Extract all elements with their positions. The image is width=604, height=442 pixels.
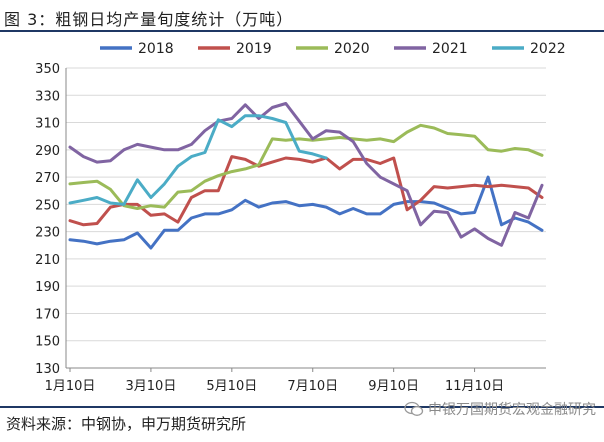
y-tick-label: 150 [35, 335, 60, 350]
x-axis: 1月10日 3月10日 5月10日 7月10日 9月10日 11月10日 [45, 367, 546, 394]
x-tick-label: 7月10日 [287, 379, 338, 394]
legend-label: 2022 [530, 41, 566, 57]
x-tick-label: 11月10日 [445, 379, 504, 394]
y-tick-label: 190 [35, 280, 60, 295]
y-tick-label: 130 [35, 362, 60, 377]
series-lines [68, 102, 544, 250]
y-tick-label: 290 [35, 144, 60, 159]
y-tick-label: 350 [35, 62, 60, 77]
y-tick-label: 330 [35, 89, 60, 104]
x-tick-label: 9月10日 [368, 379, 419, 394]
legend-item-2019: 2019 [198, 41, 272, 57]
line-chart: 2018 2019 2020 2021 2022 130 150 170 190 210 230 2… [35, 41, 566, 394]
grid-lines [66, 67, 546, 369]
footer-rule [0, 406, 604, 408]
y-tick-label: 250 [35, 198, 60, 213]
legend-label: 2018 [138, 41, 174, 57]
x-tick-label: 3月10日 [126, 379, 177, 394]
watermark: 申银万国期货宏观金融研究 [404, 399, 596, 419]
legend-item-2022: 2022 [492, 41, 566, 57]
chart-legend: 2018 2019 2020 2021 2022 [100, 41, 566, 57]
legend-label: 2019 [236, 41, 272, 57]
wechat-icon [404, 401, 424, 416]
watermark-text: 申银万国期货宏观金融研究 [428, 402, 596, 418]
legend-label: 2021 [432, 41, 468, 57]
y-axis: 130 150 170 190 210 230 250 270 290 310 330 350 [35, 62, 67, 377]
source-note: 资料来源：中钢协，申万期货研究所 [6, 415, 247, 433]
y-tick-label: 210 [35, 253, 60, 268]
x-tick-label: 1月10日 [45, 379, 96, 394]
title-rule [0, 30, 604, 32]
legend-item-2020: 2020 [296, 41, 370, 57]
chart-title: 图 3：粗钢日均产量旬度统计（万吨） [4, 10, 294, 29]
y-tick-label: 170 [35, 307, 60, 322]
series-line-2019 [68, 155, 544, 227]
series-line-2021 [68, 102, 544, 247]
series-line-2022 [68, 114, 328, 206]
x-tick-label: 5月10日 [206, 379, 257, 394]
legend-item-2021: 2021 [394, 41, 468, 57]
legend-label: 2020 [334, 41, 370, 57]
y-tick-label: 310 [35, 117, 60, 132]
series-line-2020 [68, 123, 544, 210]
y-tick-label: 230 [35, 226, 60, 241]
legend-item-2018: 2018 [100, 41, 174, 57]
y-tick-label: 270 [35, 171, 60, 186]
series-line-2018 [68, 175, 544, 250]
